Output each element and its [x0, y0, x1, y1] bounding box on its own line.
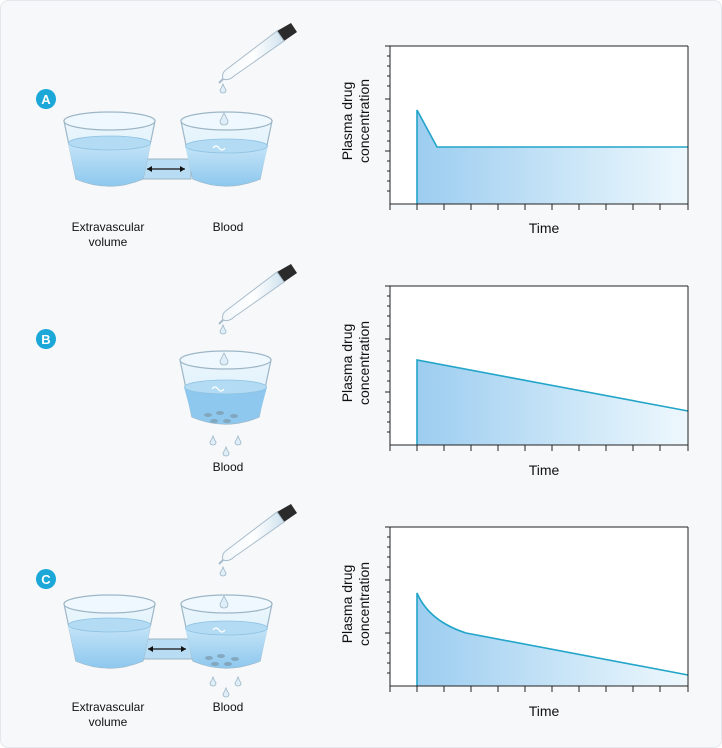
panel-b-excretion-drops — [209, 434, 242, 457]
panel-a-x-ticks — [389, 204, 689, 210]
panel-a-blood-beaker — [180, 111, 273, 187]
panel-a-letter: A — [41, 92, 51, 107]
panel-b-letter: B — [41, 332, 50, 347]
panel-a-curve-area — [417, 110, 688, 204]
panel-a-ylabel-line2: concentration — [356, 79, 372, 163]
panel-c-connector-tube — [141, 638, 193, 660]
panel-c-blood-beaker — [180, 594, 273, 698]
panel-b-ylabel-line1: Plasma drug — [339, 324, 355, 403]
panel-c-y-ticks — [385, 526, 390, 674]
panel-a-left-label-line2: volume — [89, 235, 128, 249]
panel-a-ylabel-line1: Plasma drug — [339, 82, 355, 161]
panel-c-extravascular-beaker — [63, 594, 156, 669]
panel-b-curve-area — [417, 360, 688, 445]
panel-c-left-label-line2: volume — [89, 715, 128, 729]
panel-a-dropper-icon — [218, 23, 297, 94]
panel-b-right-label: Blood — [213, 460, 244, 474]
panel-a-connector-tube — [140, 158, 192, 180]
panel-c-excretion-drops — [209, 675, 242, 698]
panel-a-xlabel: Time — [529, 220, 560, 236]
panel-a-right-label: Blood — [213, 220, 244, 234]
panel-b-badge: B — [36, 329, 56, 349]
panel-c-right-label: Blood — [213, 700, 244, 714]
panel-b-curve-line — [416, 359, 689, 445]
panel-c-curve-line — [416, 592, 689, 686]
panel-c-ylabel-line1: Plasma drug — [339, 565, 355, 644]
panel-c-letter: C — [41, 572, 51, 587]
panel-a-extravascular-beaker — [63, 111, 156, 187]
panel-c: C — [36, 504, 689, 729]
panel-a-curve-line — [416, 109, 688, 204]
panel-c-dropper-icon — [218, 504, 297, 577]
panel-a-chart: Time Plasma drug concentration — [339, 45, 689, 236]
panel-b-x-ticks — [389, 445, 689, 451]
panel-b-ylabel-line2: concentration — [356, 321, 372, 405]
panel-b-y-ticks — [385, 285, 390, 433]
panel-b: B Blood — [36, 264, 689, 478]
panel-c-left-label-line1: Extravascular — [72, 700, 145, 714]
panel-c-xlabel: Time — [529, 703, 560, 719]
panel-c-badge: C — [36, 569, 56, 589]
panel-b-blood-beaker — [179, 350, 272, 457]
panel-a-y-ticks — [385, 45, 390, 192]
panel-c-ylabel-line2: concentration — [356, 562, 372, 646]
panel-b-dropper-icon — [218, 264, 297, 335]
panel-c-x-ticks — [389, 686, 689, 692]
panel-a-badge: A — [36, 89, 56, 109]
panel-a-left-label-line1: Extravascular — [72, 220, 145, 234]
panel-b-chart: Time Plasma drug concentration — [339, 285, 689, 478]
panel-a: A Extra — [36, 23, 689, 249]
panel-b-xlabel: Time — [529, 462, 560, 478]
panel-c-chart: Time Plasma drug concentration — [339, 526, 689, 719]
